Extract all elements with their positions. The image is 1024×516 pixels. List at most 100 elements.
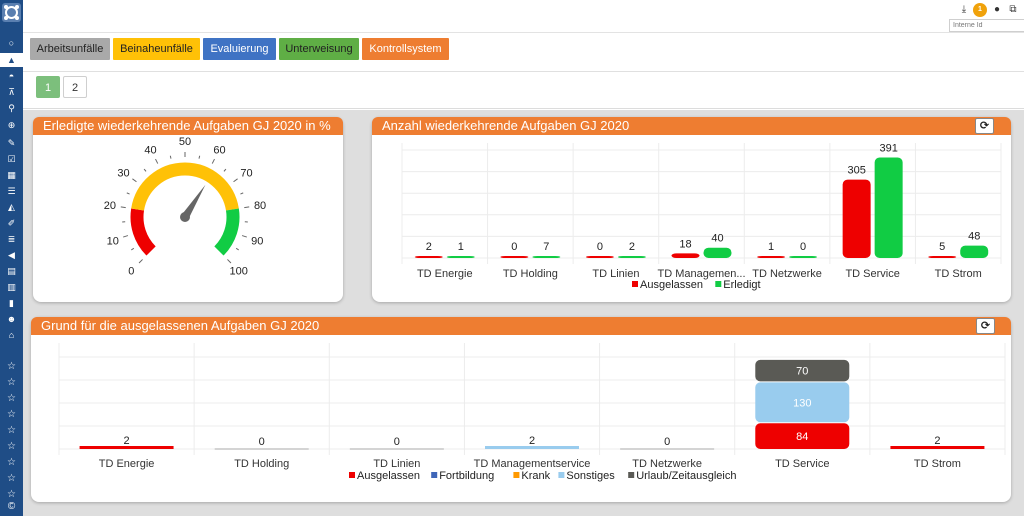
gauge-tick: [138, 259, 143, 264]
category-label: TD Managementservice: [474, 458, 591, 470]
bar-value-label: 391: [879, 142, 897, 154]
user-icon[interactable]: ●: [993, 4, 1001, 15]
grid-icon[interactable]: ▦: [7, 170, 16, 180]
table-icon[interactable]: ▤: [7, 266, 16, 276]
bar-value-label: 84: [796, 431, 808, 443]
bar-erledigt: [789, 256, 818, 258]
copyright-icon[interactable]: ©: [7, 501, 16, 512]
edit-icon[interactable]: ✐: [7, 218, 16, 228]
category-label: TD Managemen...: [657, 268, 745, 280]
bar-erledigt: [703, 247, 732, 258]
gauge-tick: [227, 259, 232, 264]
gauge-tick-label: 40: [144, 144, 156, 156]
download-icon[interactable]: ⤓: [961, 4, 967, 15]
bar-sonstiges: [755, 382, 850, 423]
gauge-tick: [235, 247, 239, 251]
gauge-tick-label: 30: [117, 167, 129, 179]
bullhorn-icon[interactable]: ◀: [8, 250, 15, 260]
legend-swatch: [558, 472, 565, 478]
circle-icon[interactable]: ○: [8, 38, 15, 48]
gauge-tick-label: 10: [107, 235, 119, 247]
page-button-1[interactable]: 1: [36, 76, 60, 98]
bar-ausgelassen: [500, 256, 529, 258]
legend-label: Ausgelassen: [640, 279, 703, 291]
users-icon[interactable]: ☻: [6, 314, 17, 324]
star-icon[interactable]: ☆: [7, 457, 16, 468]
gauge-tick-label: 80: [254, 200, 266, 212]
star-icon[interactable]: ☆: [7, 409, 16, 420]
bar-ausgelassen: [928, 256, 957, 258]
star-icon[interactable]: ☆: [7, 377, 16, 388]
gauge-tick-label: 70: [240, 167, 252, 179]
gauge-card-title: Erledigte wiederkehrende Aufgaben GJ 202…: [33, 117, 343, 135]
gauge-tick: [132, 178, 137, 183]
book-icon[interactable]: ▮: [9, 298, 14, 308]
nav-button-evaluierung[interactable]: Evaluierung: [203, 38, 276, 60]
category-label: TD Strom: [914, 458, 961, 470]
bar-ausgelassen: [671, 253, 700, 258]
home-icon[interactable]: ⌂: [8, 330, 15, 340]
page-button-2[interactable]: 2: [63, 76, 87, 98]
category-label: TD Holding: [234, 458, 289, 470]
search-icon[interactable]: ⚲: [8, 103, 15, 113]
bar-value-label: 1: [768, 241, 774, 253]
star-icon[interactable]: ☆: [7, 489, 16, 500]
list-icon[interactable]: ☰: [7, 186, 16, 196]
nav-button-arbeitsunfaelle[interactable]: Arbeitsunfälle: [30, 38, 110, 60]
graduation-cap-icon[interactable]: ◭: [8, 202, 15, 212]
check-square-icon[interactable]: ☑: [7, 154, 16, 164]
gauge-needle: [181, 184, 206, 220]
bar-erledigt: [532, 256, 561, 258]
bar-chart: 2 1 TD Energie 0 7 TD Holding 0 2 TD Linien 18 40 T…: [401, 142, 1002, 291]
gauge-tick-label: 50: [179, 136, 191, 148]
refresh-button[interactable]: ⟳: [975, 118, 994, 134]
gauge-tick: [155, 158, 159, 164]
nav-button-unterweisung[interactable]: Unterweisung: [279, 38, 359, 60]
bar-value-label: 0: [597, 241, 603, 253]
star-icon[interactable]: ☆: [7, 425, 16, 436]
stacked-bar-chart: 2 TD Energie 0 TD Holding 0 TD Linien 2 TD Mana…: [58, 343, 1006, 482]
star-icon[interactable]: ☆: [7, 441, 16, 452]
tasks-icon[interactable]: ▥: [7, 282, 16, 292]
legend-label: Ausgelassen: [357, 470, 420, 482]
pencil-icon[interactable]: ✎: [7, 138, 16, 148]
gauge-tick: [126, 192, 130, 195]
gauge-tick: [198, 155, 201, 159]
star-icon[interactable]: ☆: [7, 393, 16, 404]
bar-value-label: 0: [511, 241, 517, 253]
search-plus-icon[interactable]: ⊕: [7, 120, 16, 130]
star-icon[interactable]: ☆: [7, 473, 16, 484]
nav-button-kontrollsystem[interactable]: Kontrollsystem: [362, 38, 449, 60]
notification-badge[interactable]: 1: [973, 3, 987, 17]
legend-label: Erledigt: [723, 279, 760, 291]
category-label: TD Linien: [592, 268, 639, 280]
module-nav: Arbeitsunfälle Beinaheunfälle Evaluierun…: [23, 34, 1024, 72]
sitemap-icon[interactable]: ⊼: [8, 87, 15, 97]
bar-ausgelassen: [585, 256, 614, 258]
bar-value-label: 0: [259, 436, 265, 448]
stacked-chart-card: Grund für die ausgelassenen Aufgaben GJ …: [31, 317, 1011, 502]
legend-swatch: [431, 472, 438, 478]
bar-value-label: 2: [426, 241, 432, 253]
gauge-tick: [123, 235, 129, 238]
star-icon[interactable]: ☆: [7, 361, 16, 372]
sidebar: ○ ▲ ◓ ⊼ ⚲ ⊕ ✎ ☑ ▦ ☰ ◭ ✐ ≣ ◀ ▤ ▥ ▮ ☻ ⌂ ☆ …: [0, 0, 23, 516]
bar-value-label: 7: [543, 241, 549, 253]
external-link-icon[interactable]: ⧉: [1009, 4, 1017, 15]
dashboard-icon[interactable]: ◓: [8, 71, 15, 81]
nav-button-beinaheunfaelle[interactable]: Beinaheunfälle: [113, 38, 200, 60]
app-logo[interactable]: [2, 3, 21, 22]
gauge-chart: 0 10 20 30 40 50 60 70 80 90 100: [104, 136, 266, 278]
chart-area-icon[interactable]: ▲: [0, 53, 23, 67]
bar-value-label: 2: [629, 241, 635, 253]
bar-value-label: 130: [793, 397, 811, 409]
list-alt-icon[interactable]: ≣: [7, 234, 16, 244]
search-input[interactable]: [949, 19, 1024, 32]
category-label: TD Linien: [373, 458, 420, 470]
legend-swatch: [513, 472, 520, 478]
bar-small: [890, 446, 985, 449]
gauge-card: Erledigte wiederkehrende Aufgaben GJ 202…: [33, 117, 343, 302]
gauge-tick-label: 60: [213, 144, 225, 156]
gauge-tick-label: 90: [251, 235, 263, 247]
refresh-button[interactable]: ⟳: [976, 318, 995, 334]
